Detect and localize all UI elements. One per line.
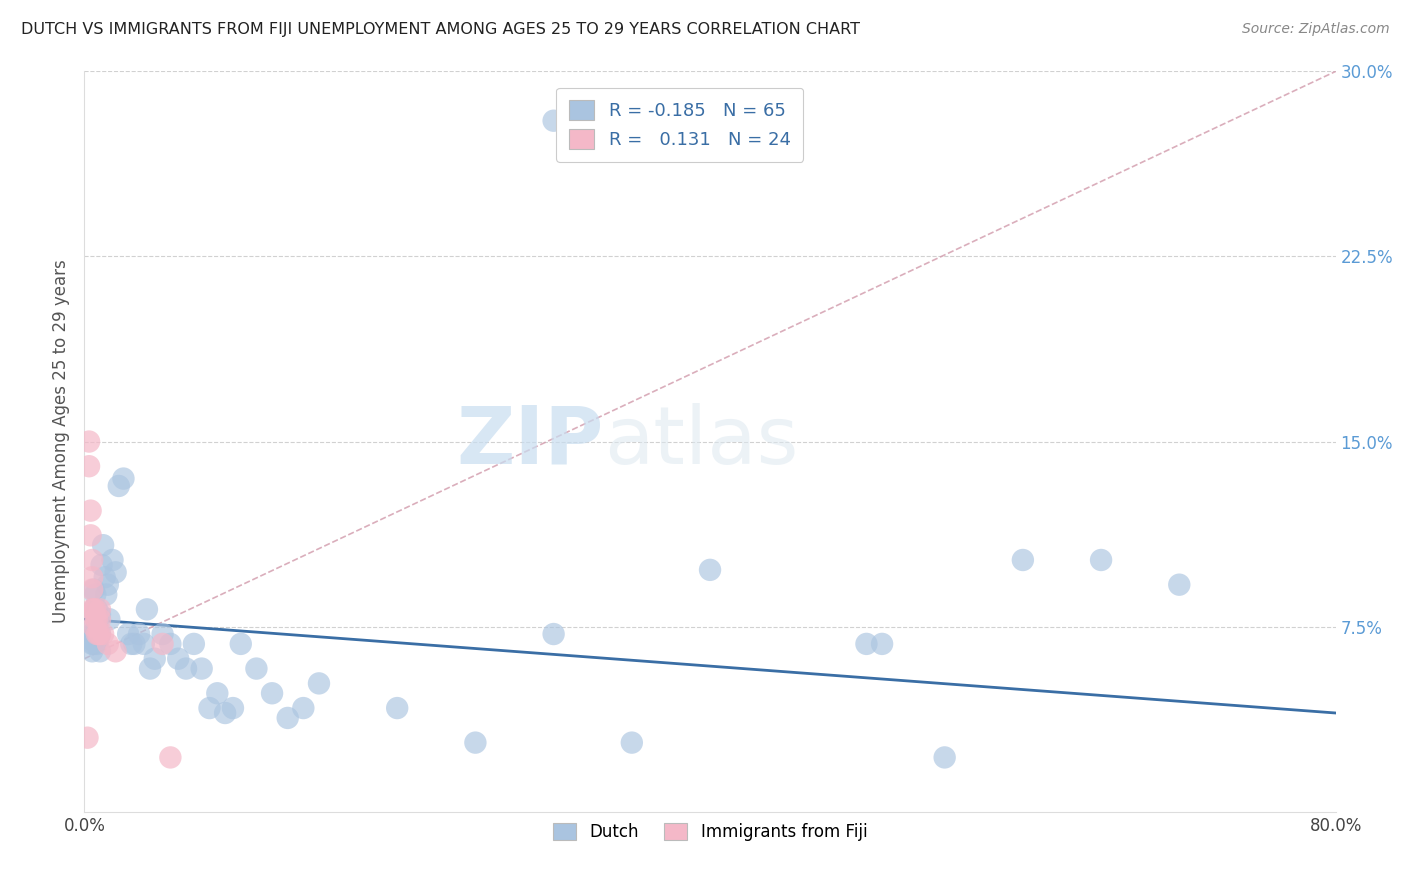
Point (83, 619, 105, 633)
Y-axis label: Unemployment Among Ages 25 to 29 years: Unemployment Among Ages 25 to 29 years (52, 260, 70, 624)
Point (76, 731, 98, 745)
Point (262, 686, 284, 700)
Point (1012, 553, 1035, 567)
Point (89, 612, 111, 626)
Point (128, 627, 150, 641)
Point (77, 459, 100, 474)
Point (207, 686, 229, 700)
Point (83, 619, 105, 633)
Point (98, 612, 121, 626)
Point (277, 711, 299, 725)
Point (82, 644, 104, 658)
Point (83, 602, 105, 616)
Point (89, 644, 111, 658)
Point (84, 602, 107, 616)
Point (82, 627, 104, 641)
Point (104, 566, 127, 580)
Point (97, 637, 120, 651)
Point (84, 612, 107, 626)
Point (84, 588, 107, 602)
Point (464, 736, 486, 750)
Point (86, 627, 108, 641)
Point (89, 627, 111, 641)
Point (82, 637, 104, 651)
Point (143, 651, 166, 665)
Point (97, 577, 120, 591)
Point (152, 637, 174, 651)
Point (159, 637, 181, 651)
Point (89, 602, 111, 616)
Point (91, 538, 114, 552)
Point (104, 644, 127, 658)
Point (91, 627, 114, 641)
Point (77, 434, 100, 449)
Text: DUTCH VS IMMIGRANTS FROM FIJI UNEMPLOYMENT AMONG AGES 25 TO 29 YEARS CORRELATION: DUTCH VS IMMIGRANTS FROM FIJI UNEMPLOYME… (21, 22, 860, 37)
Point (82, 570, 104, 584)
Point (139, 662, 162, 676)
Point (89, 607, 111, 622)
Legend: Dutch, Immigrants from Fiji: Dutch, Immigrants from Fiji (546, 816, 875, 847)
Point (190, 662, 212, 676)
Point (89, 627, 111, 641)
Point (620, 736, 643, 750)
Point (117, 627, 139, 641)
Point (79, 528, 101, 542)
Point (82, 602, 104, 616)
Point (292, 701, 315, 715)
Point (112, 471, 135, 485)
Point (136, 602, 159, 616)
Point (83, 582, 105, 597)
Point (152, 627, 174, 641)
Point (87, 612, 110, 626)
Point (82, 582, 104, 597)
Point (183, 637, 205, 651)
Point (934, 750, 956, 764)
Text: ZIP: ZIP (457, 402, 603, 481)
Point (87, 632, 110, 646)
Point (167, 651, 190, 665)
Point (86, 602, 108, 616)
Point (385, 701, 409, 715)
Point (83, 602, 105, 616)
Point (245, 662, 267, 676)
Point (93, 570, 115, 584)
Point (1090, 553, 1112, 567)
Point (83, 637, 105, 651)
Point (79, 503, 101, 517)
Point (107, 479, 129, 493)
Point (79, 632, 101, 646)
Point (699, 563, 721, 577)
Point (84, 607, 107, 622)
Text: Source: ZipAtlas.com: Source: ZipAtlas.com (1241, 22, 1389, 37)
Point (86, 619, 108, 633)
Point (308, 676, 330, 690)
Point (174, 662, 197, 676)
Point (855, 637, 877, 651)
Point (1168, 577, 1191, 591)
Point (87, 627, 110, 641)
Point (86, 612, 108, 626)
Point (870, 637, 893, 651)
Text: atlas: atlas (603, 402, 799, 481)
Point (229, 637, 252, 651)
Point (159, 750, 181, 764)
Point (543, 113, 565, 128)
Point (222, 701, 245, 715)
Point (90, 558, 112, 572)
Point (120, 637, 142, 651)
Point (96, 588, 118, 602)
Point (82, 553, 104, 567)
Point (543, 627, 565, 641)
Point (86, 637, 108, 651)
Point (214, 706, 236, 720)
Point (132, 637, 155, 651)
Point (101, 553, 124, 567)
Point (198, 701, 221, 715)
Point (84, 627, 107, 641)
Point (124, 637, 146, 651)
